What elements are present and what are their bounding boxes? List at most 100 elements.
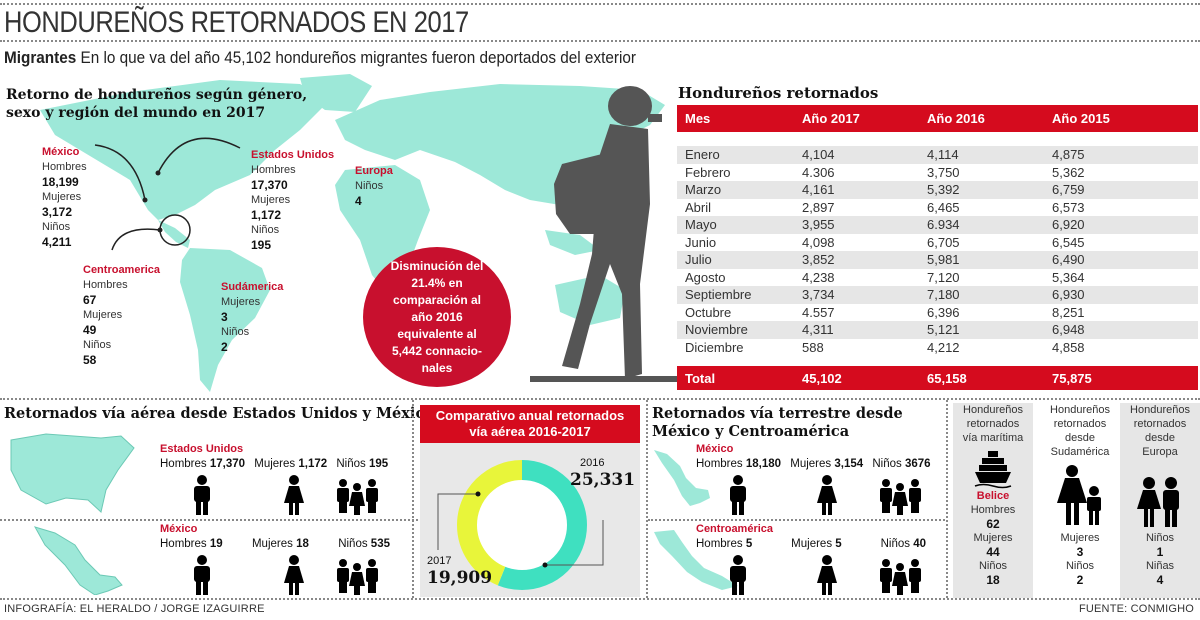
cell: 6,490	[1052, 252, 1085, 268]
map-title-line2: sexo y región del mundo en 2017	[6, 105, 266, 121]
land-mx-block: México	[696, 443, 733, 455]
col-title: retornados	[966, 418, 1020, 430]
cell: Enero	[685, 147, 720, 163]
children-icon	[880, 559, 921, 595]
cell: Septiembre	[685, 287, 752, 303]
header-2016: Año 2016	[927, 111, 985, 126]
cell: 3,734	[802, 287, 835, 303]
vertical-divider	[646, 400, 648, 598]
woman-icon	[284, 555, 304, 595]
value: 18	[296, 538, 309, 550]
total-2017: 45,102	[802, 370, 842, 386]
table-row: Octubre 4.557 6,396 8,251	[677, 304, 1198, 322]
label: Niños	[880, 538, 910, 550]
value: 3	[1076, 545, 1084, 559]
region-centroamerica: Centroamerica Hombres 67 Mujeres 49 Niño…	[83, 263, 160, 368]
value: 18,180	[745, 458, 782, 470]
label: Niños	[1065, 560, 1095, 572]
donut-title-line2: vía aérea 2016-2017	[469, 424, 591, 439]
cell: 4,858	[1052, 339, 1085, 355]
value: 1	[1156, 545, 1164, 559]
cell: 6,705	[927, 234, 960, 250]
col-title: desde	[1065, 432, 1095, 444]
label: Niños	[42, 221, 71, 233]
label: Niños	[251, 224, 280, 236]
value: 5	[835, 538, 842, 550]
cell: 6,573	[1052, 199, 1085, 215]
table-total-row: Total 45,102 65,158 75,875	[677, 366, 1198, 390]
col-title: Hondureños	[1050, 404, 1110, 416]
air-section-title: Retornados vía aérea desde Estados Unido…	[4, 405, 434, 422]
label: Mujeres	[254, 458, 296, 470]
col-title: Hondureños	[1130, 404, 1190, 416]
cell: Mayo	[685, 217, 717, 233]
cell: Octubre	[685, 304, 732, 320]
air-us-block: Estados Unidos	[160, 443, 243, 455]
table-row: Noviembre 4,311 5,121 6,948	[677, 321, 1198, 339]
subtitle: Migrantes En lo que va del año 45,102 ho…	[4, 48, 636, 68]
woman-icon	[817, 555, 837, 595]
value: 67	[83, 293, 97, 307]
label: Mujeres	[83, 309, 123, 321]
value: 2	[221, 340, 228, 354]
europa-column: Hondureños retornados desde Europa Niños…	[1120, 403, 1200, 598]
label: Mujeres	[973, 532, 1013, 544]
value: 19	[209, 538, 223, 550]
col-title: retornados	[1133, 418, 1187, 430]
table-row: Junio 4,098 6,705 6,545	[677, 234, 1198, 252]
value: 4	[355, 194, 362, 208]
table-row: Marzo 4,161 5,392 6,759	[677, 181, 1198, 199]
cell: Julio	[685, 252, 712, 268]
cell: 6,759	[1052, 182, 1085, 198]
land-section-title: Retornados vía terrestre desde México y …	[652, 405, 903, 441]
cell: 5,392	[927, 182, 960, 198]
value: 4,211	[42, 235, 72, 249]
label: Hombres	[696, 458, 743, 470]
label-2016-value: 25,331	[570, 470, 636, 490]
region-name: Europa	[355, 165, 393, 177]
table-row: Agosto 4,238 7,120 5,364	[677, 269, 1198, 287]
cell: 2,897	[802, 199, 835, 215]
air-mx-name: México	[160, 523, 198, 535]
maritime-column: Hondureños retornados vía marítima Belic…	[953, 403, 1033, 598]
table-row: Enero 4,104 4,114 4,875	[677, 146, 1198, 164]
label: Hombres	[160, 538, 207, 550]
label: Niños	[355, 180, 384, 192]
label: Hombres	[251, 164, 296, 176]
cell: 3,852	[802, 252, 835, 268]
cell: 8,251	[1052, 304, 1085, 320]
region-mexico: México Hombres 18,199 Mujeres 3,172 Niño…	[42, 145, 87, 250]
table-row: Febrero 4.306 3,750 5,362	[677, 164, 1198, 182]
label: Niños	[221, 326, 250, 338]
value: 3	[221, 310, 228, 324]
label: Niños	[978, 560, 1008, 572]
label: Hombres	[696, 538, 743, 550]
value: 195	[251, 238, 272, 252]
value: 58	[83, 353, 97, 367]
decrease-bubble: Disminución del 21.4% en comparación al …	[363, 247, 511, 387]
value: 44	[986, 545, 1000, 559]
cell: 4,161	[802, 182, 835, 198]
cell: 4,238	[802, 269, 835, 285]
bubble-line: nales	[421, 360, 453, 375]
air-us-name: Estados Unidos	[160, 443, 244, 455]
mexico-map-icon	[654, 450, 710, 506]
region-name: Centroamerica	[83, 264, 161, 276]
label: Hombres	[42, 161, 87, 173]
cell: 6,465	[927, 199, 960, 215]
woman-icon	[284, 475, 304, 515]
land-divider	[648, 519, 945, 521]
credit-text: INFOGRAFÍA: EL HERALDO / JORGE IZAGUIRRE	[4, 603, 265, 615]
total-2015: 75,875	[1052, 370, 1092, 386]
title-divider	[0, 40, 1200, 42]
map-title-line1: Retorno de hondureños según género,	[6, 87, 308, 103]
header-2015: Año 2015	[1052, 111, 1110, 126]
land-mx-stats: Hombres 18,180 Mujeres 3,154 Niños 3676	[696, 458, 931, 470]
air-divider	[0, 519, 418, 521]
man-icon	[730, 555, 746, 595]
cell: 4,104	[802, 147, 835, 163]
region-europa: Europa Niños 4	[355, 164, 393, 209]
header-mes: Mes	[685, 111, 711, 126]
map-section-title: Retorno de hondureños según género, sexo…	[6, 86, 307, 122]
label: Mujeres	[790, 458, 832, 470]
